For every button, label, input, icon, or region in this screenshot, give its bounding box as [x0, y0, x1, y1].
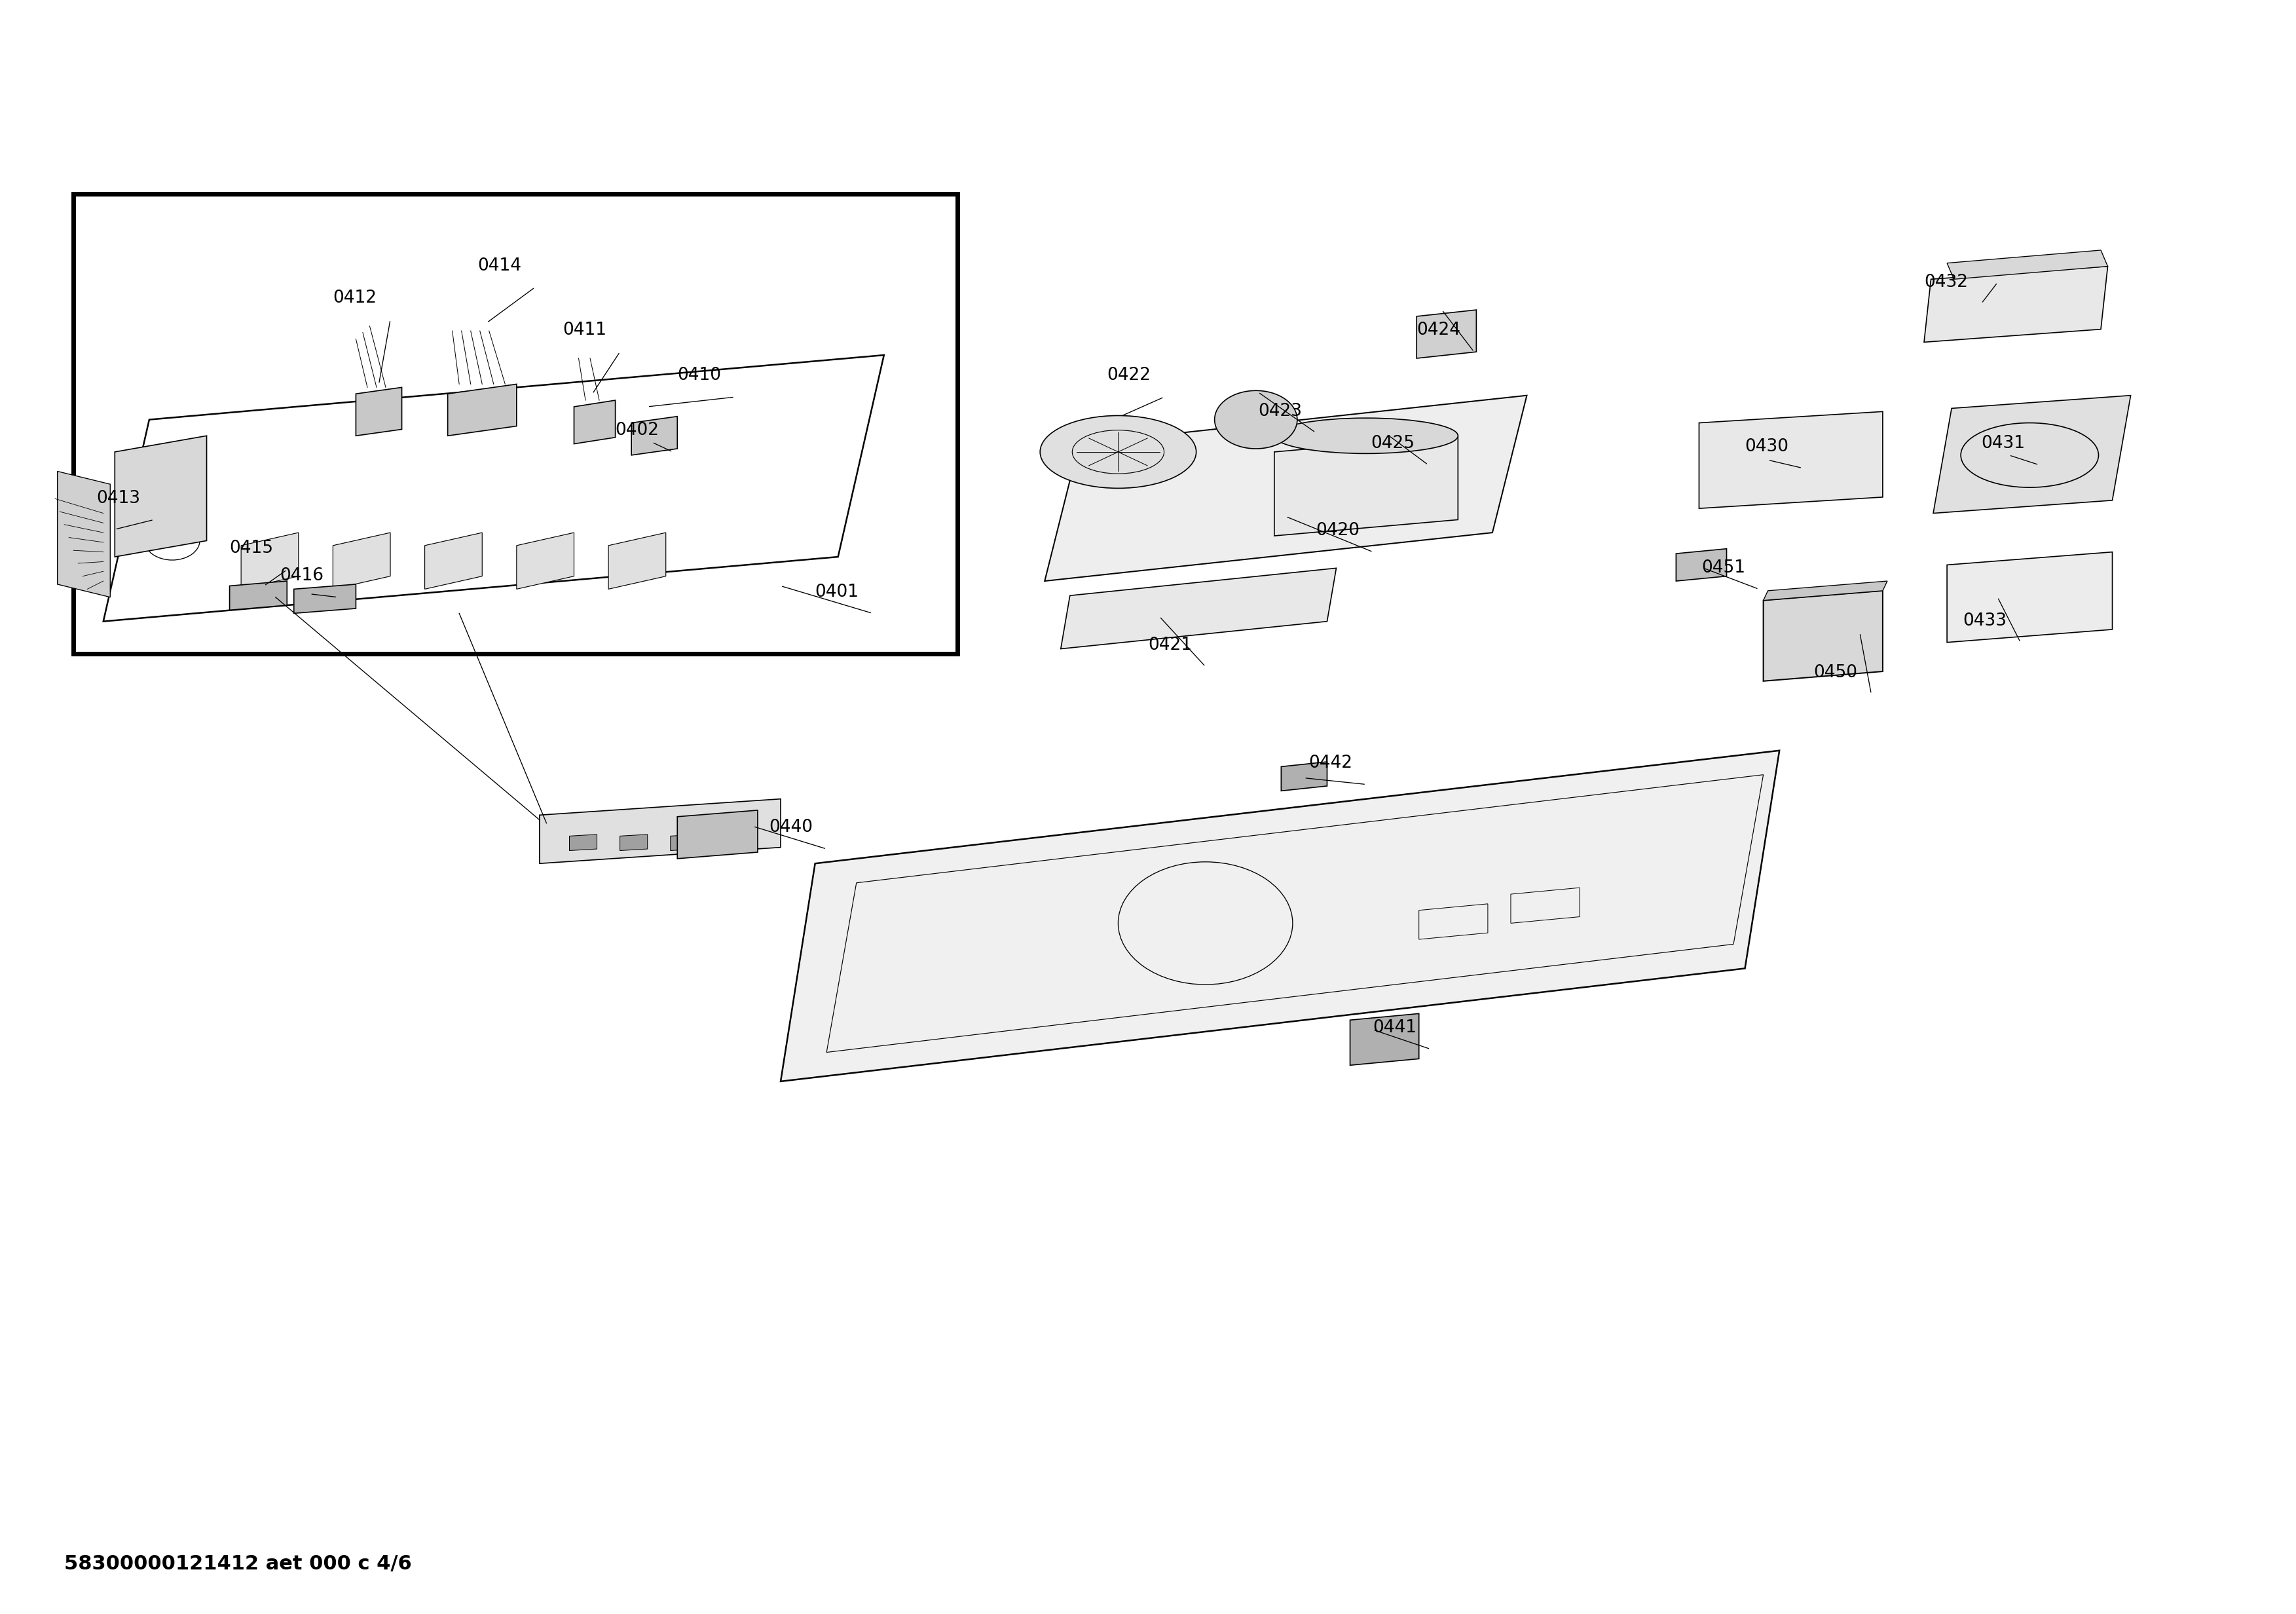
Polygon shape [540, 799, 781, 863]
Polygon shape [677, 810, 758, 859]
Polygon shape [230, 581, 287, 610]
Polygon shape [425, 533, 482, 589]
Text: 0416: 0416 [280, 567, 324, 584]
Text: 0415: 0415 [230, 539, 273, 557]
Polygon shape [1417, 310, 1476, 358]
Circle shape [1215, 391, 1297, 449]
Text: 0430: 0430 [1745, 437, 1789, 455]
Text: 0402: 0402 [615, 421, 659, 439]
Polygon shape [356, 387, 402, 436]
Polygon shape [1699, 412, 1883, 508]
Text: 0411: 0411 [563, 321, 606, 339]
Polygon shape [333, 533, 390, 589]
Text: 0432: 0432 [1924, 273, 1968, 291]
Polygon shape [1274, 436, 1458, 536]
Text: 0431: 0431 [1981, 434, 2025, 452]
Text: 0440: 0440 [769, 818, 813, 836]
Text: 0441: 0441 [1373, 1018, 1417, 1036]
Polygon shape [1924, 266, 2108, 342]
Polygon shape [517, 533, 574, 589]
Text: 0450: 0450 [1814, 663, 1857, 681]
Polygon shape [1676, 549, 1727, 581]
Text: 0451: 0451 [1701, 558, 1745, 576]
Text: 0422: 0422 [1107, 366, 1150, 384]
Text: 0413: 0413 [96, 489, 140, 507]
Polygon shape [631, 416, 677, 455]
Polygon shape [608, 533, 666, 589]
Text: 0423: 0423 [1258, 402, 1302, 420]
Polygon shape [1947, 552, 2112, 642]
Text: 0442: 0442 [1309, 754, 1352, 771]
Text: 0414: 0414 [478, 257, 521, 274]
Ellipse shape [1274, 418, 1458, 454]
Text: 0412: 0412 [333, 289, 377, 307]
Text: 0421: 0421 [1148, 636, 1192, 654]
Polygon shape [1763, 591, 1883, 681]
Polygon shape [1947, 250, 2108, 279]
Polygon shape [670, 834, 698, 851]
Polygon shape [1281, 762, 1327, 791]
Text: 0425: 0425 [1371, 434, 1414, 452]
Ellipse shape [1040, 416, 1196, 489]
Polygon shape [574, 400, 615, 444]
Text: 0424: 0424 [1417, 321, 1460, 339]
Text: 0410: 0410 [677, 366, 721, 384]
Polygon shape [294, 584, 356, 613]
Polygon shape [1045, 395, 1527, 581]
Text: 58300000121412 aet 000 c 4/6: 58300000121412 aet 000 c 4/6 [64, 1554, 411, 1574]
Polygon shape [1061, 568, 1336, 649]
Text: 0433: 0433 [1963, 612, 2007, 629]
Polygon shape [448, 384, 517, 436]
Text: 0420: 0420 [1316, 521, 1359, 539]
Polygon shape [620, 834, 647, 851]
Polygon shape [57, 471, 110, 597]
Polygon shape [115, 436, 207, 557]
Text: 0401: 0401 [815, 583, 859, 600]
Polygon shape [1763, 581, 1887, 600]
Polygon shape [569, 834, 597, 851]
Polygon shape [1933, 395, 2131, 513]
Polygon shape [781, 751, 1779, 1081]
Polygon shape [1350, 1014, 1419, 1065]
Polygon shape [241, 533, 298, 589]
Polygon shape [721, 834, 748, 851]
